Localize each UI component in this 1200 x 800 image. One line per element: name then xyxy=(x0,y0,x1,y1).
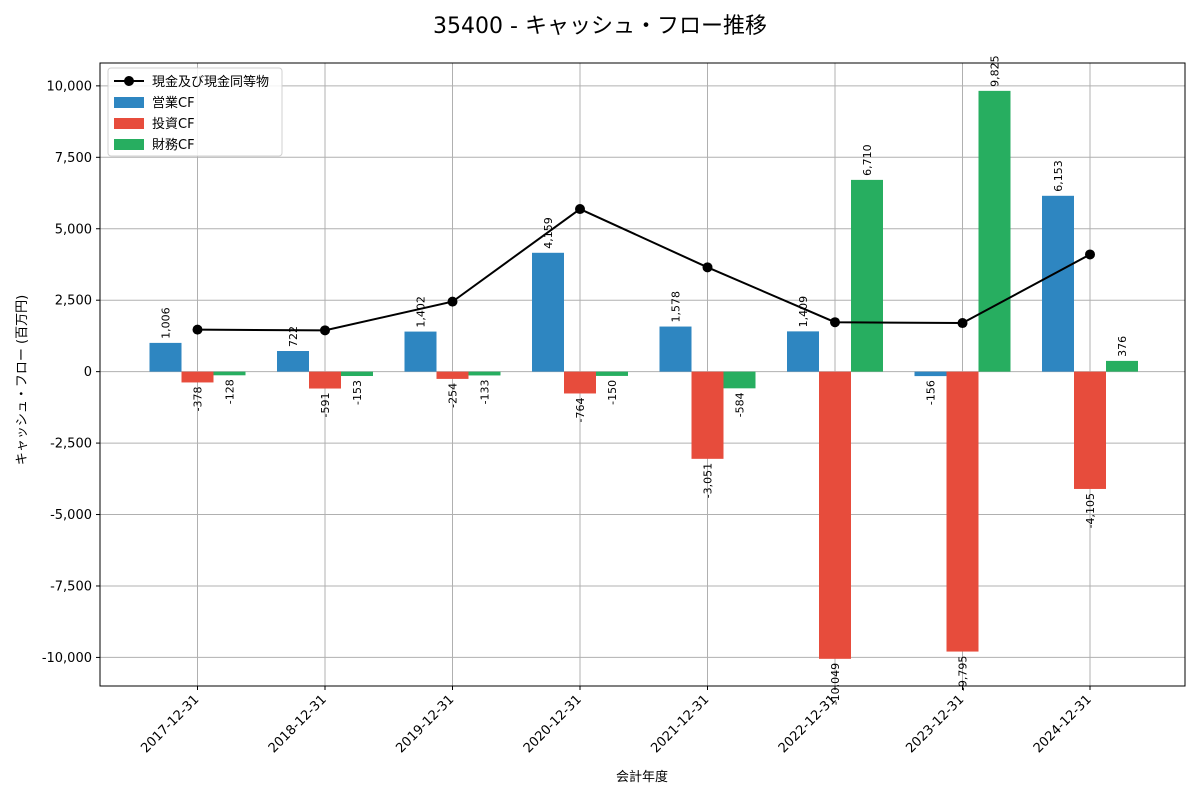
x-tick-label: 2020-12-31 xyxy=(521,692,585,756)
cash-point-6 xyxy=(957,318,968,329)
y-tick-label: 7,500 xyxy=(55,151,92,166)
legend-swatch-2 xyxy=(114,118,144,129)
bar-1-7 xyxy=(1074,371,1106,489)
data-labels: 1,006 722 1,402 4,159 1,578 1,409 -156 6,153 -37… xyxy=(160,55,1130,705)
bar-2-7 xyxy=(1106,360,1138,372)
bar-0-5 xyxy=(787,331,819,372)
y-tick-label: 2,500 xyxy=(55,294,92,309)
bar-label-0-5: 1,409 xyxy=(797,296,810,328)
y-tick-label: 10,000 xyxy=(47,79,93,94)
y-tick-label: -7,500 xyxy=(50,579,92,594)
cash-point-0 xyxy=(192,324,203,335)
cash-point-7 xyxy=(1085,249,1095,260)
bar-label-1-2: -254 xyxy=(447,383,460,408)
plot-area-frame xyxy=(99,62,1186,687)
bar-1-1 xyxy=(309,371,341,389)
chart-title: 35400 - キャッシュ・フロー推移 xyxy=(433,14,767,39)
bar-2-1 xyxy=(341,371,373,377)
bar-label-1-7: -4,105 xyxy=(1084,493,1097,528)
cash-line xyxy=(192,204,1095,336)
bar-label-0-1: 722 xyxy=(287,326,300,347)
bar-label-1-0: -378 xyxy=(192,386,205,411)
legend-label-3: 財務CF xyxy=(152,138,195,153)
bar-1-2 xyxy=(436,371,469,379)
x-axis-title: 会計年度 xyxy=(616,769,668,785)
bar-2-0 xyxy=(213,371,246,376)
bar-label-0-2: 1,402 xyxy=(415,296,428,328)
y-tick-label: 5,000 xyxy=(55,222,92,237)
bar-label-0-3: 4,159 xyxy=(542,217,555,249)
x-axis-ticks: 2017-12-31 2018-12-31 2019-12-31 2020-12-31… xyxy=(138,686,1095,756)
x-tick-label: 2019-12-31 xyxy=(393,692,457,756)
bar-label-1-4: -3,051 xyxy=(702,463,715,498)
bar-label-2-6: 9,825 xyxy=(989,55,1002,87)
y-tick-label: -5,000 xyxy=(50,508,92,523)
y-tick-label: -2,500 xyxy=(50,437,92,452)
x-tick-label: 2018-12-31 xyxy=(266,692,330,756)
bar-label-1-1: -591 xyxy=(319,393,332,418)
legend-label-1: 営業CF xyxy=(152,95,195,111)
bar-label-2-3: -150 xyxy=(606,380,619,405)
bar-1-5 xyxy=(819,371,851,659)
bar-label-2-2: -133 xyxy=(479,379,492,404)
bar-2-3 xyxy=(596,371,628,376)
cash-line-path xyxy=(197,207,1091,332)
y-tick-label: 0 xyxy=(84,365,92,380)
cash-point-5 xyxy=(830,317,840,328)
y-axis-title: キャッシュ・フロー (百万円) xyxy=(15,295,30,465)
legend-label-2: 投資CF xyxy=(152,116,195,132)
legend-box xyxy=(107,67,283,157)
legend-swatch-3 xyxy=(114,139,144,150)
bars xyxy=(149,90,1138,659)
bar-2-2 xyxy=(468,371,501,376)
legend-line-marker xyxy=(124,76,134,86)
cash-point-3 xyxy=(575,204,585,215)
x-tick-label: 2023-12-31 xyxy=(903,692,967,756)
bar-0-2 xyxy=(404,331,437,372)
cash-point-1 xyxy=(320,325,330,336)
bar-2-5 xyxy=(851,179,883,372)
bar-label-0-6: -156 xyxy=(925,380,938,405)
bar-label-2-1: -153 xyxy=(351,380,364,405)
x-tick-label: 2022-12-31 xyxy=(776,692,840,756)
y-axis-ticks: -10,000 -7,500 -5,000 -2,500 0 2,500 5,000 7,50… xyxy=(42,79,100,666)
cash-point-2 xyxy=(447,296,458,307)
bar-2-4 xyxy=(723,371,756,389)
bar-label-0-0: 1,006 xyxy=(160,307,173,339)
bar-0-6 xyxy=(914,371,947,377)
bar-1-6 xyxy=(946,371,979,652)
y-tick-label: -10,000 xyxy=(42,651,92,666)
bar-1-0 xyxy=(181,371,214,383)
bar-0-4 xyxy=(659,326,692,372)
cash-point-4 xyxy=(702,262,713,273)
bar-label-2-0: -128 xyxy=(224,379,237,404)
bar-0-0 xyxy=(149,342,182,372)
bar-2-6 xyxy=(978,90,1011,372)
x-tick-label: 2017-12-31 xyxy=(138,692,202,756)
bar-0-7 xyxy=(1042,195,1074,372)
bar-label-1-5: -10,049 xyxy=(829,663,842,705)
bar-1-3 xyxy=(564,371,596,394)
bar-label-0-4: 1,578 xyxy=(670,291,683,323)
bar-0-1 xyxy=(277,351,309,372)
bar-label-1-6: -9,795 xyxy=(957,656,970,691)
bar-label-1-3: -764 xyxy=(574,397,587,422)
bar-label-2-4: -584 xyxy=(734,392,747,417)
bar-label-0-7: 6,153 xyxy=(1052,160,1065,192)
bar-label-2-7: 376 xyxy=(1116,336,1129,357)
x-tick-label: 2024-12-31 xyxy=(1031,692,1095,756)
legend-swatch-1 xyxy=(114,97,144,108)
x-tick-label: 2021-12-31 xyxy=(648,692,712,756)
legend-label-0: 現金及び現金同等物 xyxy=(152,74,269,90)
bar-0-3 xyxy=(532,252,564,372)
bar-1-4 xyxy=(691,371,724,459)
bar-label-2-5: 6,710 xyxy=(861,144,874,176)
